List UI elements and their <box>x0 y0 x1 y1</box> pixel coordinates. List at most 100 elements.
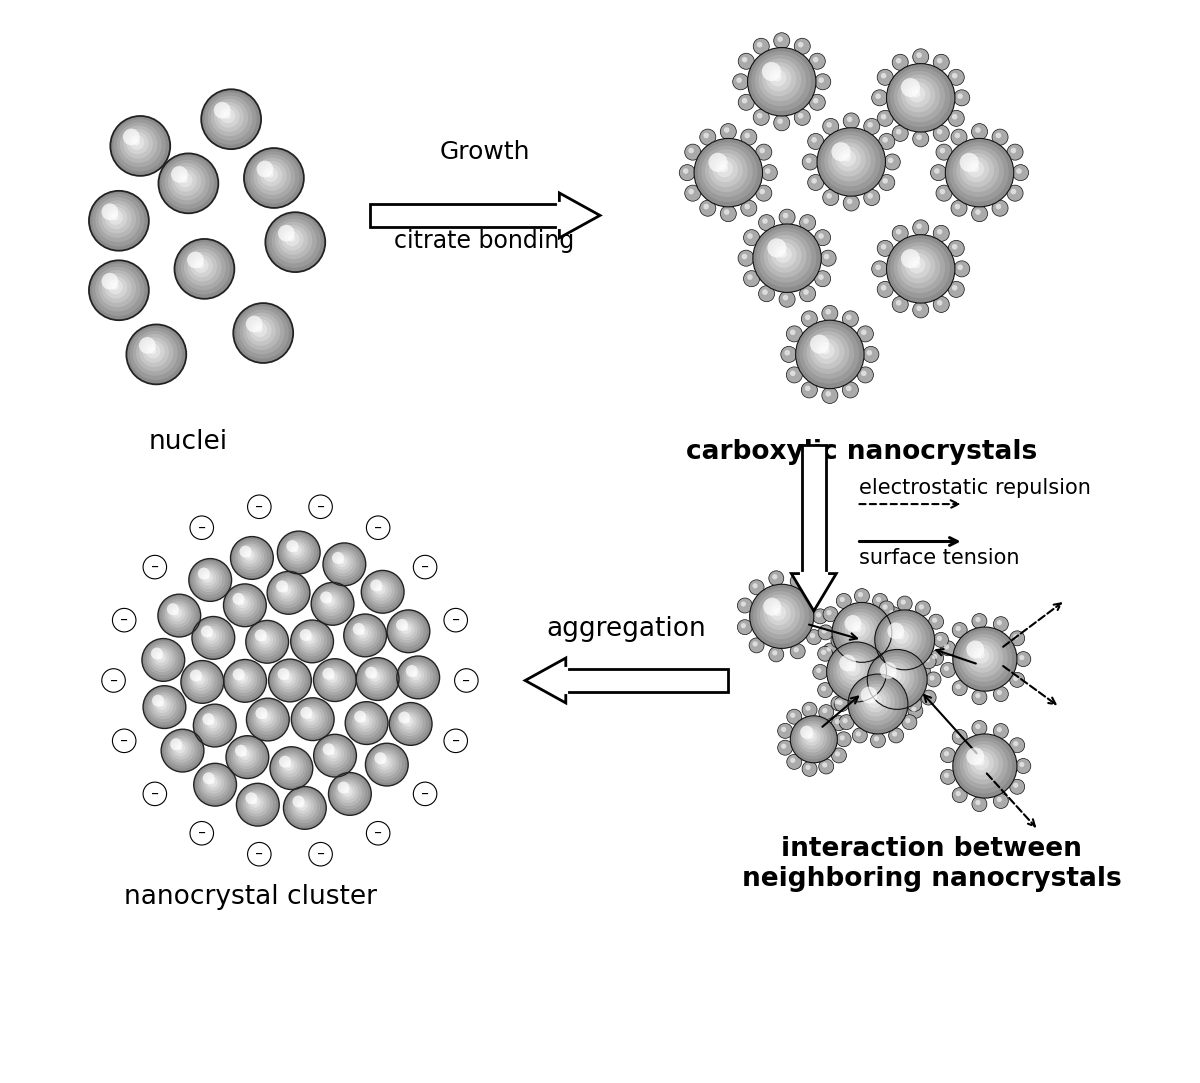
Circle shape <box>845 615 862 631</box>
Text: nanocrystal cluster: nanocrystal cluster <box>125 884 377 910</box>
Circle shape <box>246 793 257 805</box>
Circle shape <box>870 661 886 675</box>
Circle shape <box>901 249 920 269</box>
Circle shape <box>917 52 922 58</box>
Circle shape <box>916 664 930 679</box>
Circle shape <box>755 55 806 106</box>
Circle shape <box>818 274 824 279</box>
Circle shape <box>944 752 949 756</box>
Circle shape <box>170 739 182 751</box>
Circle shape <box>875 264 881 270</box>
Circle shape <box>401 624 412 635</box>
Circle shape <box>754 588 809 643</box>
Circle shape <box>911 707 917 712</box>
Circle shape <box>247 495 271 519</box>
Circle shape <box>884 154 900 170</box>
Polygon shape <box>791 574 836 611</box>
Circle shape <box>108 210 124 225</box>
Circle shape <box>162 599 194 630</box>
Circle shape <box>352 708 379 735</box>
Circle shape <box>769 69 786 87</box>
Circle shape <box>774 32 790 49</box>
Text: −: − <box>256 501 263 512</box>
Circle shape <box>289 543 305 559</box>
Circle shape <box>770 604 786 621</box>
Circle shape <box>254 629 276 651</box>
Circle shape <box>772 574 778 579</box>
Circle shape <box>889 647 894 652</box>
Circle shape <box>888 157 894 164</box>
Circle shape <box>905 82 930 107</box>
Circle shape <box>270 747 313 790</box>
Circle shape <box>251 625 282 657</box>
Circle shape <box>256 707 277 729</box>
Circle shape <box>809 53 826 69</box>
Circle shape <box>934 632 948 648</box>
Circle shape <box>391 705 428 742</box>
Circle shape <box>396 618 408 631</box>
Circle shape <box>325 670 341 687</box>
Circle shape <box>766 66 791 91</box>
Circle shape <box>401 714 416 730</box>
Circle shape <box>889 668 894 673</box>
Circle shape <box>356 713 373 729</box>
Circle shape <box>791 716 838 762</box>
Circle shape <box>277 668 299 690</box>
Circle shape <box>972 797 986 811</box>
Circle shape <box>772 243 797 268</box>
Circle shape <box>102 273 132 303</box>
Circle shape <box>92 263 144 316</box>
Circle shape <box>839 678 854 693</box>
Circle shape <box>272 749 310 786</box>
Circle shape <box>208 777 218 787</box>
Circle shape <box>318 589 344 616</box>
Circle shape <box>308 843 332 866</box>
Circle shape <box>155 697 170 713</box>
Circle shape <box>208 718 217 729</box>
Circle shape <box>917 134 922 140</box>
Circle shape <box>373 582 389 598</box>
Circle shape <box>697 142 757 201</box>
Circle shape <box>214 102 244 132</box>
Circle shape <box>841 612 878 650</box>
Circle shape <box>966 747 984 766</box>
Circle shape <box>970 644 994 668</box>
Circle shape <box>916 601 930 616</box>
Circle shape <box>827 642 887 702</box>
Circle shape <box>881 616 926 662</box>
Circle shape <box>810 591 815 597</box>
Circle shape <box>828 139 871 182</box>
Circle shape <box>89 260 149 321</box>
Circle shape <box>269 216 320 268</box>
Circle shape <box>826 309 832 314</box>
Circle shape <box>152 694 164 706</box>
Circle shape <box>898 75 940 117</box>
Circle shape <box>300 629 322 651</box>
Circle shape <box>944 773 949 778</box>
Circle shape <box>854 625 862 632</box>
Circle shape <box>960 153 994 187</box>
Circle shape <box>287 540 308 562</box>
Circle shape <box>893 126 908 142</box>
Circle shape <box>948 110 965 127</box>
Circle shape <box>767 238 786 258</box>
Circle shape <box>881 73 887 78</box>
Circle shape <box>936 144 952 160</box>
Circle shape <box>167 603 179 615</box>
Circle shape <box>226 735 269 779</box>
Circle shape <box>228 588 260 621</box>
Circle shape <box>282 536 314 567</box>
Circle shape <box>955 733 961 739</box>
Circle shape <box>966 641 998 673</box>
Circle shape <box>760 232 811 283</box>
Circle shape <box>860 687 890 717</box>
Circle shape <box>720 164 728 172</box>
Circle shape <box>164 601 192 628</box>
Circle shape <box>863 347 878 363</box>
Circle shape <box>874 736 880 742</box>
Circle shape <box>802 382 817 397</box>
Circle shape <box>812 97 818 104</box>
Circle shape <box>846 314 852 321</box>
Circle shape <box>122 129 139 145</box>
Circle shape <box>858 690 874 705</box>
